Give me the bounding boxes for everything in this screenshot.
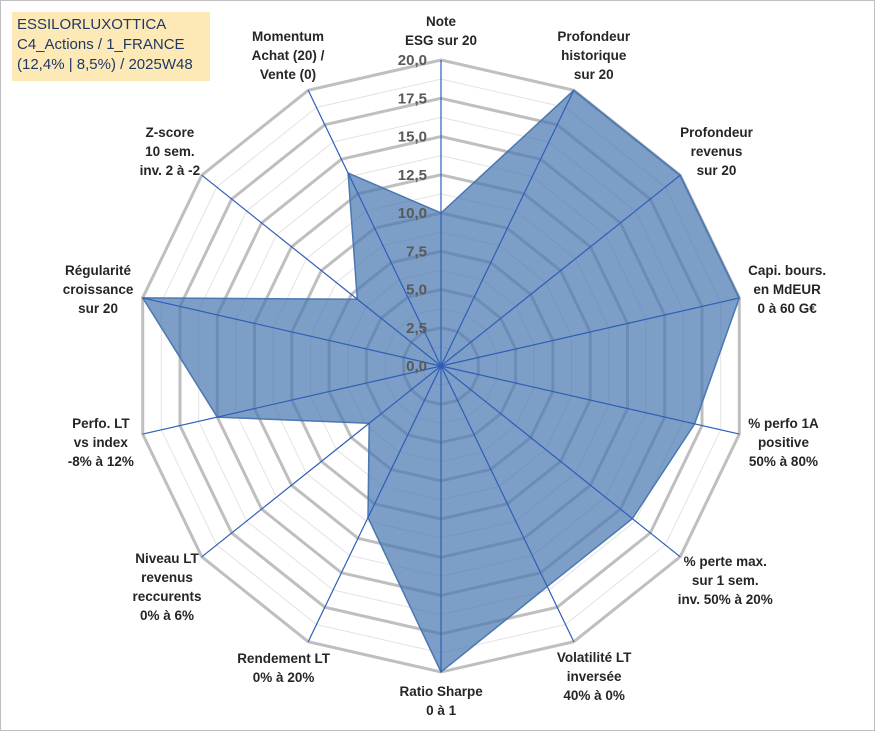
axis-lines xyxy=(142,60,740,672)
axis-label-line: 40% à 0% xyxy=(563,687,625,703)
tick-label: 15,0 xyxy=(398,129,427,146)
axis-line xyxy=(440,365,681,558)
axis-label-line: reccurents xyxy=(132,588,202,604)
axis-label-line: Capi. bours. xyxy=(748,262,827,278)
axis-label-line: Vente (0) xyxy=(259,67,317,83)
axis-label-line: Volatilité LT xyxy=(556,649,632,665)
axis-label-line: croissance xyxy=(62,281,134,297)
tick-label: 5,0 xyxy=(406,282,427,299)
axis-label-line: historique xyxy=(561,48,627,64)
axis-label: % perte max. sur 1 sem. inv. 50% à 20% xyxy=(678,552,773,609)
axis-line xyxy=(307,90,442,367)
axis-label: Niveau LT revenus reccurents 0% à 6% xyxy=(133,549,202,625)
axis-label: Momentum Achat (20) / Vente (0) xyxy=(252,27,325,84)
axis-label-line: en MdEUR xyxy=(753,281,821,297)
axis-line xyxy=(440,365,575,642)
axis-label-line: Note xyxy=(426,14,457,29)
axis-label-line: Momentum xyxy=(251,29,324,45)
axis-label-line: Régularité xyxy=(65,262,132,278)
tick-label: 12,5 xyxy=(398,167,427,184)
axis-label-line: 0% à 20% xyxy=(252,669,315,685)
axis-line xyxy=(440,365,740,435)
axis-label: Z-score 10 sem. inv. 2 à -2 xyxy=(140,123,201,180)
axis-label-line: Ratio Sharpe xyxy=(399,684,483,699)
axis-line xyxy=(440,297,740,367)
axis-label-line: revenus xyxy=(141,569,193,585)
axis-line xyxy=(307,365,442,642)
title-stats: (12,4% | 8,5%) / 2025W48 xyxy=(17,56,193,73)
title-company: ESSILORLUXOTTICA xyxy=(17,16,167,33)
axis-label: Capi. bours. en MdEUR 0 à 60 G€ xyxy=(748,261,826,318)
axis-label-line: % perfo 1A xyxy=(748,416,819,432)
axis-line xyxy=(440,174,681,367)
axis-label-line: % perte max. xyxy=(683,554,767,570)
axis-label-line: 0 à 60 G€ xyxy=(757,300,817,316)
axis-label-line: 10 sem. xyxy=(145,143,195,159)
tick-label: 10,0 xyxy=(398,205,427,222)
tick-labels: 0,0 2,5 5,0 7,5 10,0 12,5 15,0 17,5 20,0 xyxy=(398,52,427,375)
tick-label: 7,5 xyxy=(406,243,427,260)
axis-label-line: 50% à 80% xyxy=(748,454,818,470)
axis-label: Régularité croissance sur 20 xyxy=(63,261,134,318)
title-category: C4_Actions / 1_FRANCE xyxy=(17,36,185,53)
axis-label-line: Rendement LT xyxy=(237,650,330,666)
axis-label: Profondeur revenus sur 20 xyxy=(680,123,753,180)
axis-label-line: inv. 50% à 20% xyxy=(677,592,773,608)
axis-label-line: Achat (20) / xyxy=(251,48,325,64)
axis-label-line: inversée xyxy=(566,668,622,684)
axis-label-line: revenus xyxy=(690,143,743,159)
axis-label-line: 0 à 1 xyxy=(426,703,457,718)
axis-label-line: inv. 2 à -2 xyxy=(139,162,201,178)
axis-label-line: positive xyxy=(757,435,809,451)
axis-line xyxy=(201,365,442,558)
axis-label-line: Profondeur xyxy=(557,29,631,45)
axis-label-line: sur 1 sem. xyxy=(691,573,759,589)
axis-label: Perfo. LT vs index -8% à 12% xyxy=(68,414,134,471)
axis-label: Profondeur historique sur 20 xyxy=(557,27,630,84)
axis-label-line: Niveau LT xyxy=(135,550,199,566)
axis-label: Rendement LT 0% à 20% xyxy=(237,649,330,687)
axis-label: Ratio Sharpe 0 à 1 xyxy=(400,682,483,720)
axis-line xyxy=(142,365,442,435)
axis-label-line: sur 20 xyxy=(78,300,118,316)
axis-label-line: Z-score xyxy=(145,124,195,140)
axis-label: Note ESG sur 20 xyxy=(405,12,477,50)
tick-label: 0,0 xyxy=(406,358,427,375)
axis-line xyxy=(440,90,575,367)
axis-label-line: -8% à 12% xyxy=(67,454,134,470)
axis-line xyxy=(201,174,442,367)
axis-label-line: ESG sur 20 xyxy=(405,33,478,48)
axis-label-line: 0% à 6% xyxy=(140,607,195,623)
title-box: ESSILORLUXOTTICA C4_Actions / 1_FRANCE (… xyxy=(12,12,210,81)
tick-label: 2,5 xyxy=(406,320,427,337)
axis-line xyxy=(142,297,442,367)
axis-label-line: vs index xyxy=(73,435,128,451)
axis-label-line: Profondeur xyxy=(680,124,753,140)
axis-label-line: Perfo. LT xyxy=(72,416,130,432)
axis-label: Volatilité LT inversée 40% à 0% xyxy=(557,648,632,705)
tick-label: 20,0 xyxy=(398,52,427,69)
axis-label-line: sur 20 xyxy=(696,162,737,178)
tick-label: 17,5 xyxy=(398,90,427,107)
axis-label-line: sur 20 xyxy=(573,67,614,83)
axis-label: % perfo 1A positive 50% à 80% xyxy=(748,414,819,471)
